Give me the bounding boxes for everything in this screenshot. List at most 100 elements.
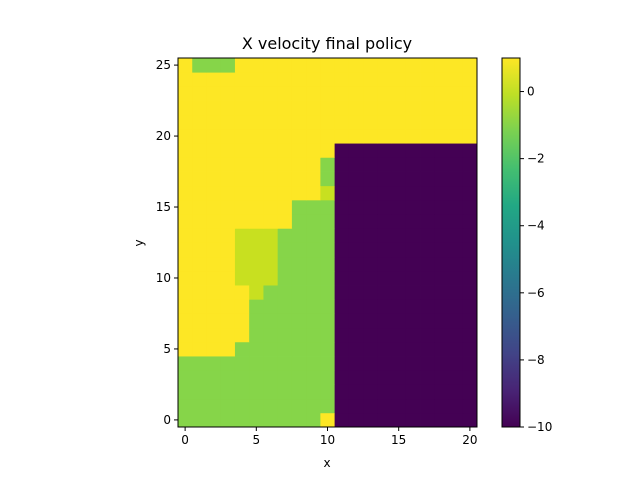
heatmap-cell <box>192 100 207 116</box>
heatmap-cell <box>206 114 222 130</box>
heatmap-cell <box>363 58 378 73</box>
y-tick-label: 15 <box>156 200 171 214</box>
heatmap-cell <box>377 199 392 215</box>
heatmap-cell <box>249 86 264 101</box>
x-tick-label: 15 <box>391 433 406 447</box>
heatmap-cell <box>320 100 336 116</box>
heatmap-cell <box>263 242 279 258</box>
heatmap-cell <box>263 214 279 229</box>
heatmap-cell <box>178 86 193 101</box>
heatmap-cell <box>434 228 449 243</box>
heatmap-cell <box>306 128 321 144</box>
heatmap-cell <box>462 214 478 229</box>
heatmap-cell <box>448 313 464 329</box>
heatmap-cell <box>363 100 378 116</box>
heatmap-cell <box>306 199 321 215</box>
heatmap-cell <box>420 58 435 73</box>
heatmap-cell <box>391 214 407 229</box>
heatmap-cell <box>448 356 464 371</box>
heatmap-cell <box>420 398 435 414</box>
heatmap-cell <box>320 256 336 272</box>
heatmap-cell <box>263 384 279 400</box>
heatmap-cell <box>363 185 378 201</box>
heatmap-cell <box>348 128 364 144</box>
heatmap-cell <box>348 370 364 385</box>
heatmap-cell <box>348 157 364 172</box>
heatmap-cell <box>405 72 421 87</box>
heatmap-cell <box>291 128 307 144</box>
heatmap-cell <box>320 72 336 87</box>
heatmap-cell <box>206 157 222 172</box>
heatmap-cell <box>348 58 364 73</box>
heatmap-cell <box>434 398 449 414</box>
heatmap-cell <box>462 412 478 428</box>
y-tick-label: 10 <box>156 271 171 285</box>
heatmap-cell <box>320 128 336 144</box>
heatmap-cell <box>363 270 378 286</box>
heatmap-cell <box>434 157 449 172</box>
heatmap-cell <box>220 384 236 400</box>
heatmap-cell <box>462 157 478 172</box>
heatmap-cell <box>405 199 421 215</box>
heatmap-cell <box>178 256 193 272</box>
heatmap-cell <box>405 242 421 258</box>
heatmap-cell <box>377 313 392 329</box>
x-tick-label: 10 <box>320 433 335 447</box>
heatmap-cell <box>391 185 407 201</box>
heatmap-cell <box>348 228 364 243</box>
heatmap-cell <box>263 171 279 187</box>
heatmap-cell <box>334 86 350 101</box>
heatmap-cell <box>192 313 207 329</box>
heatmap-cell <box>334 228 350 243</box>
heatmap-cell <box>405 100 421 116</box>
colorbar-frame <box>501 57 521 428</box>
heatmap-cell <box>391 356 407 371</box>
heatmap-cell <box>178 285 193 300</box>
heatmap-cell <box>434 256 449 272</box>
heatmap-cell <box>462 256 478 272</box>
heatmap-cell <box>291 171 307 187</box>
heatmap-cell <box>291 299 307 314</box>
heatmap-cell <box>263 72 279 87</box>
heatmap-cell <box>334 100 350 116</box>
heatmap-cell <box>448 199 464 215</box>
heatmap-cell <box>434 327 449 343</box>
heatmap-cell <box>192 299 207 314</box>
heatmap-cell <box>334 285 350 300</box>
heatmap-cell <box>206 256 222 272</box>
heatmap-cell <box>263 199 279 215</box>
heatmap-cell <box>306 384 321 400</box>
heatmap-cell <box>462 242 478 258</box>
heatmap-cell <box>206 412 222 428</box>
heatmap-cell <box>306 313 321 329</box>
heatmap-cell <box>363 285 378 300</box>
heatmap-cell <box>391 341 407 357</box>
heatmap-cell <box>462 114 478 130</box>
heatmap-cell <box>348 384 364 400</box>
heatmap-cell <box>306 58 321 73</box>
heatmap-cell <box>462 143 478 158</box>
heatmap-cell <box>434 242 449 258</box>
heatmap-cell <box>462 299 478 314</box>
heatmap-cell <box>220 72 236 87</box>
colorbar-tick-label: −4 <box>527 219 545 233</box>
heatmap-cell <box>220 143 236 158</box>
heatmap-cell <box>334 58 350 73</box>
heatmap-cell <box>363 114 378 130</box>
heatmap-cell <box>277 412 293 428</box>
heatmap-cell <box>249 341 264 357</box>
heatmap-cell <box>220 370 236 385</box>
heatmap-cell <box>178 313 193 329</box>
y-axis-label: y <box>132 239 146 246</box>
heatmap-cell <box>234 185 250 201</box>
heatmap-cell <box>178 299 193 314</box>
heatmap-cell <box>178 370 193 385</box>
heatmap-cell <box>334 171 350 187</box>
heatmap-cell <box>391 228 407 243</box>
heatmap-cell <box>434 412 449 428</box>
heatmap-cell <box>462 171 478 187</box>
heatmap-cell <box>291 341 307 357</box>
heatmap-cell <box>448 228 464 243</box>
heatmap-cell <box>348 171 364 187</box>
heatmap-cell <box>192 199 207 215</box>
